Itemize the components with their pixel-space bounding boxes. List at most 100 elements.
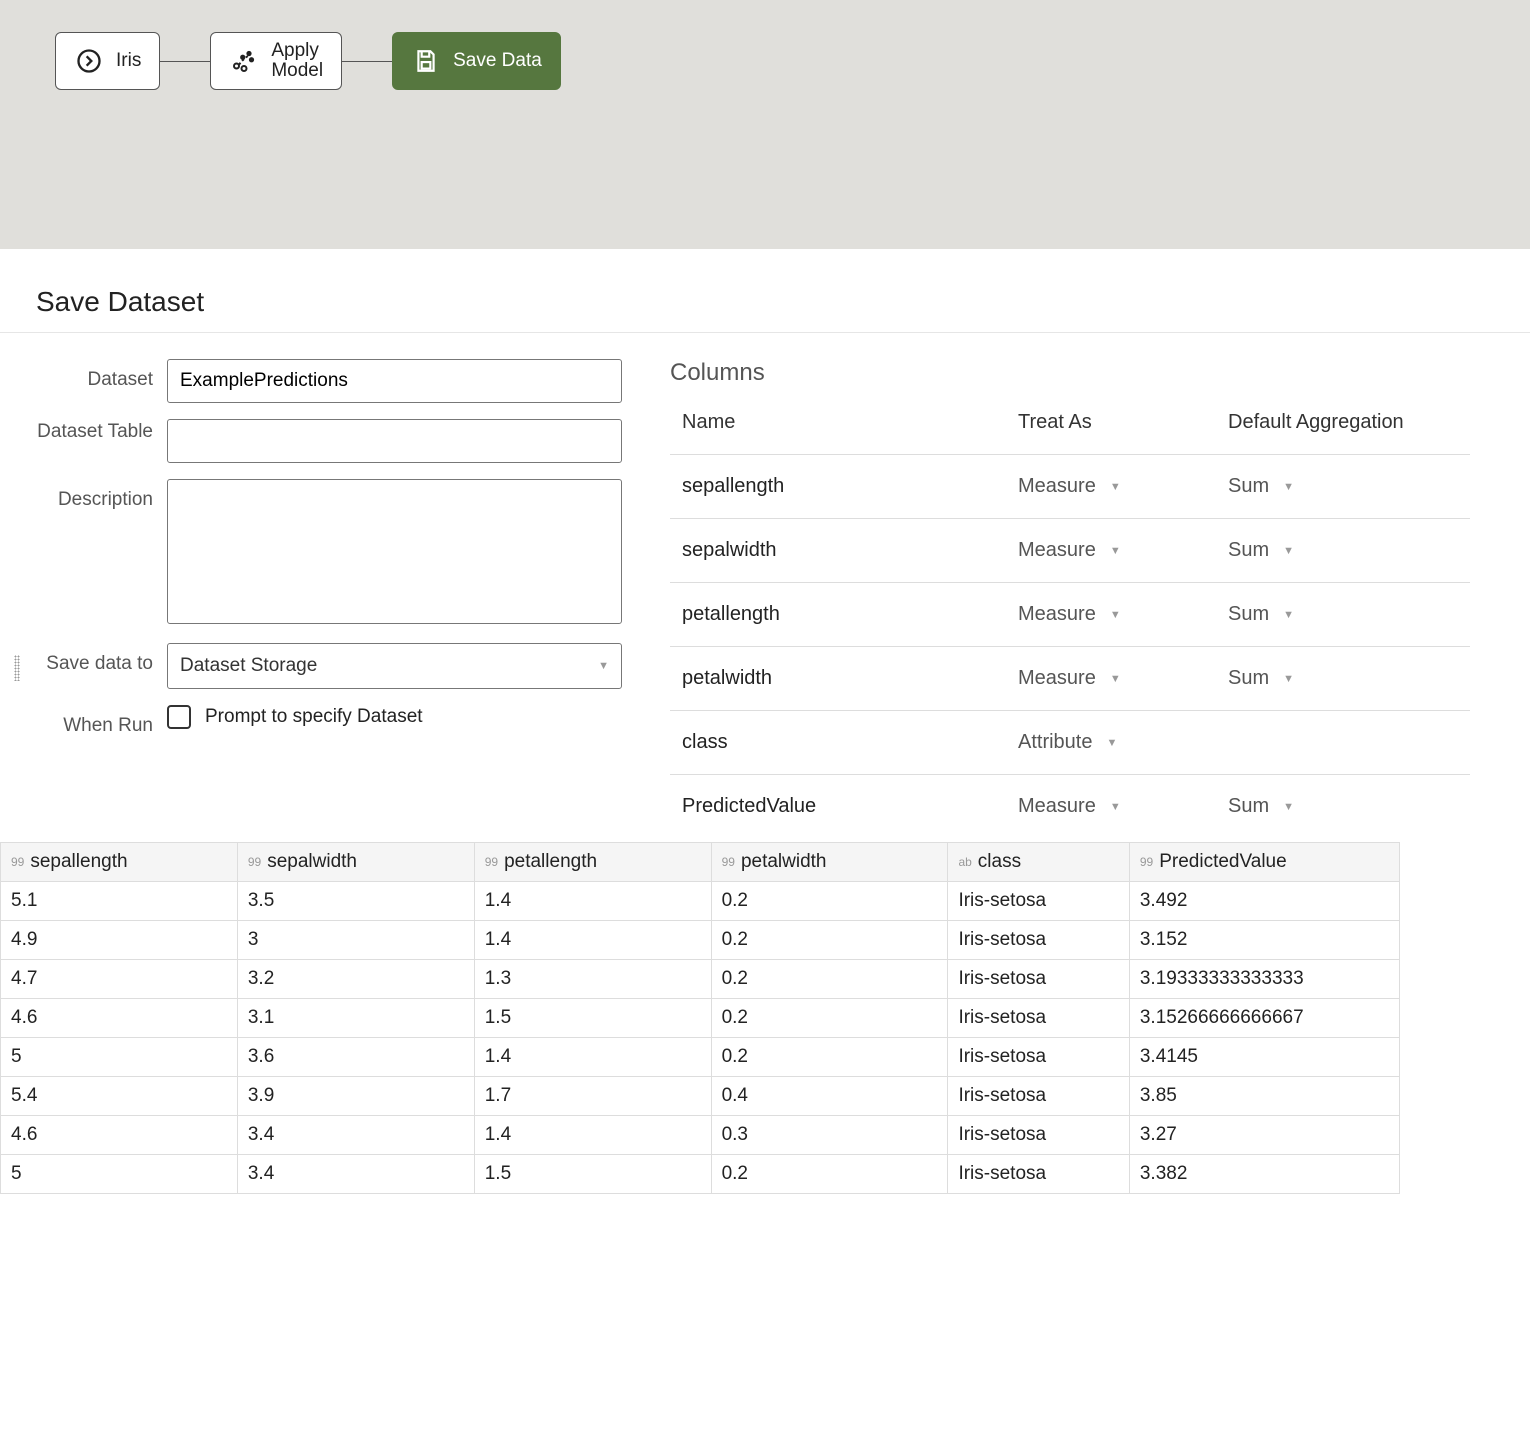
- table-cell: 3.85: [1129, 1077, 1399, 1116]
- columns-header: Name Treat As Default Aggregation: [670, 405, 1470, 454]
- save-to-value: Dataset Storage: [180, 655, 317, 677]
- table-cell: 3.4145: [1129, 1038, 1399, 1077]
- dataset-table-label: Dataset Table: [12, 419, 167, 443]
- panel-title: Save Dataset: [0, 264, 1530, 333]
- table-cell: Iris-setosa: [948, 1038, 1129, 1077]
- col-treat-select[interactable]: Measure▼: [1018, 795, 1228, 818]
- col-agg-select[interactable]: Sum▼: [1228, 795, 1458, 818]
- table-cell: Iris-setosa: [948, 1155, 1129, 1194]
- col-agg-select[interactable]: Sum▼: [1228, 475, 1458, 498]
- table-cell: 0.2: [711, 1038, 948, 1077]
- table-cell: 1.4: [474, 1116, 711, 1155]
- config-area: Dataset Dataset Table Description Save d…: [0, 333, 1530, 838]
- table-cell: 1.3: [474, 960, 711, 999]
- flow-node-label: Save Data: [453, 50, 542, 72]
- scatter-icon: [229, 46, 259, 76]
- col-name: petalwidth: [682, 667, 1018, 690]
- table-cell: Iris-setosa: [948, 1077, 1129, 1116]
- preview-col-header[interactable]: 99petallength: [474, 843, 711, 882]
- prompt-checkbox[interactable]: [167, 705, 191, 729]
- table-cell: 3.4: [237, 1116, 474, 1155]
- table-cell: 1.5: [474, 1155, 711, 1194]
- chevron-down-icon: ▼: [1283, 609, 1294, 621]
- flow-node-label: Apply Model: [271, 41, 323, 81]
- type-tag: 99: [1140, 855, 1153, 869]
- table-cell: 5: [1, 1155, 238, 1194]
- chevron-down-icon: ▼: [1283, 545, 1294, 557]
- chevron-down-icon: ▼: [1283, 673, 1294, 685]
- preview-col-name: petalwidth: [741, 851, 827, 872]
- col-head-name: Name: [682, 411, 1018, 434]
- col-agg-select[interactable]: Sum▼: [1228, 667, 1458, 690]
- table-cell: 5.4: [1, 1077, 238, 1116]
- chevron-down-icon: ▼: [1110, 545, 1121, 557]
- col-name: class: [682, 731, 1018, 754]
- table-cell: 3.4: [237, 1155, 474, 1194]
- flow-node-apply-model[interactable]: Apply Model: [210, 32, 342, 90]
- preview-col-header[interactable]: abclass: [948, 843, 1129, 882]
- preview-col-name: sepallength: [30, 851, 127, 872]
- col-treat-select[interactable]: Measure▼: [1018, 475, 1228, 498]
- dataset-input[interactable]: [167, 359, 622, 403]
- col-name: sepallength: [682, 475, 1018, 498]
- table-row: 5.13.51.40.2Iris-setosa3.492: [1, 882, 1400, 921]
- table-row: 4.73.21.30.2Iris-setosa3.19333333333333: [1, 960, 1400, 999]
- save-to-select[interactable]: Dataset Storage ▼: [167, 643, 622, 689]
- columns-row: sepalwidthMeasure▼Sum▼: [670, 518, 1470, 582]
- table-cell: 0.3: [711, 1116, 948, 1155]
- col-treat-select[interactable]: Measure▼: [1018, 667, 1228, 690]
- table-row: 4.63.41.40.3Iris-setosa3.27: [1, 1116, 1400, 1155]
- save-to-label: Save data to: [12, 643, 167, 675]
- chevron-down-icon: ▼: [1283, 801, 1294, 813]
- flow-node-iris[interactable]: Iris: [55, 32, 160, 90]
- col-name: PredictedValue: [682, 795, 1018, 818]
- preview-col-name: petallength: [504, 851, 597, 872]
- col-agg-select[interactable]: Sum▼: [1228, 603, 1458, 626]
- table-cell: Iris-setosa: [948, 921, 1129, 960]
- chevron-down-icon: ▼: [598, 660, 609, 672]
- flow: Iris Apply Model Save: [55, 32, 1475, 90]
- columns-row: petalwidthMeasure▼Sum▼: [670, 646, 1470, 710]
- columns-title: Columns: [670, 359, 1470, 387]
- table-row: 53.61.40.2Iris-setosa3.4145: [1, 1038, 1400, 1077]
- preview-table-wrap: 99sepallength99sepalwidth99petallength99…: [0, 842, 1400, 1194]
- col-agg-select[interactable]: Sum▼: [1228, 539, 1458, 562]
- type-tag: 99: [11, 855, 24, 869]
- col-treat-select[interactable]: Measure▼: [1018, 603, 1228, 626]
- preview-col-header[interactable]: 99petalwidth: [711, 843, 948, 882]
- col-name: petallength: [682, 603, 1018, 626]
- table-cell: 3.382: [1129, 1155, 1399, 1194]
- description-label: Description: [12, 479, 167, 511]
- table-cell: 4.9: [1, 921, 238, 960]
- table-cell: 0.2: [711, 1155, 948, 1194]
- description-input[interactable]: [167, 479, 622, 624]
- col-treat-select[interactable]: Attribute▼: [1018, 731, 1228, 754]
- preview-col-header[interactable]: 99 sepallength: [1, 843, 238, 882]
- table-cell: 1.5: [474, 999, 711, 1038]
- columns-row: sepallengthMeasure▼Sum▼: [670, 454, 1470, 518]
- table-cell: 3.1: [237, 999, 474, 1038]
- flow-node-save-data[interactable]: Save Data: [392, 32, 561, 90]
- table-cell: 1.4: [474, 921, 711, 960]
- table-cell: 4.6: [1, 1116, 238, 1155]
- table-cell: 3.5: [237, 882, 474, 921]
- chevron-down-icon: ▼: [1110, 673, 1121, 685]
- preview-table: 99sepallength99sepalwidth99petallength99…: [0, 842, 1400, 1194]
- table-cell: 5.1: [1, 882, 238, 921]
- drag-handle-icon[interactable]: [14, 655, 20, 681]
- table-cell: Iris-setosa: [948, 999, 1129, 1038]
- preview-col-header[interactable]: 99PredictedValue: [1129, 843, 1399, 882]
- preview-col-name: class: [978, 851, 1021, 872]
- columns-panel: Columns Name Treat As Default Aggregatio…: [670, 359, 1530, 838]
- table-cell: Iris-setosa: [948, 960, 1129, 999]
- dataset-table-input[interactable]: [167, 419, 622, 463]
- flow-node-label: Iris: [116, 50, 141, 72]
- preview-col-name: sepalwidth: [267, 851, 357, 872]
- flow-canvas: Iris Apply Model Save: [0, 0, 1530, 250]
- table-row: 4.63.11.50.2Iris-setosa3.15266666666667: [1, 999, 1400, 1038]
- table-cell: 0.4: [711, 1077, 948, 1116]
- preview-col-header[interactable]: 99sepalwidth: [237, 843, 474, 882]
- col-treat-select[interactable]: Measure▼: [1018, 539, 1228, 562]
- table-cell: 3: [237, 921, 474, 960]
- table-row: 4.931.40.2Iris-setosa3.152: [1, 921, 1400, 960]
